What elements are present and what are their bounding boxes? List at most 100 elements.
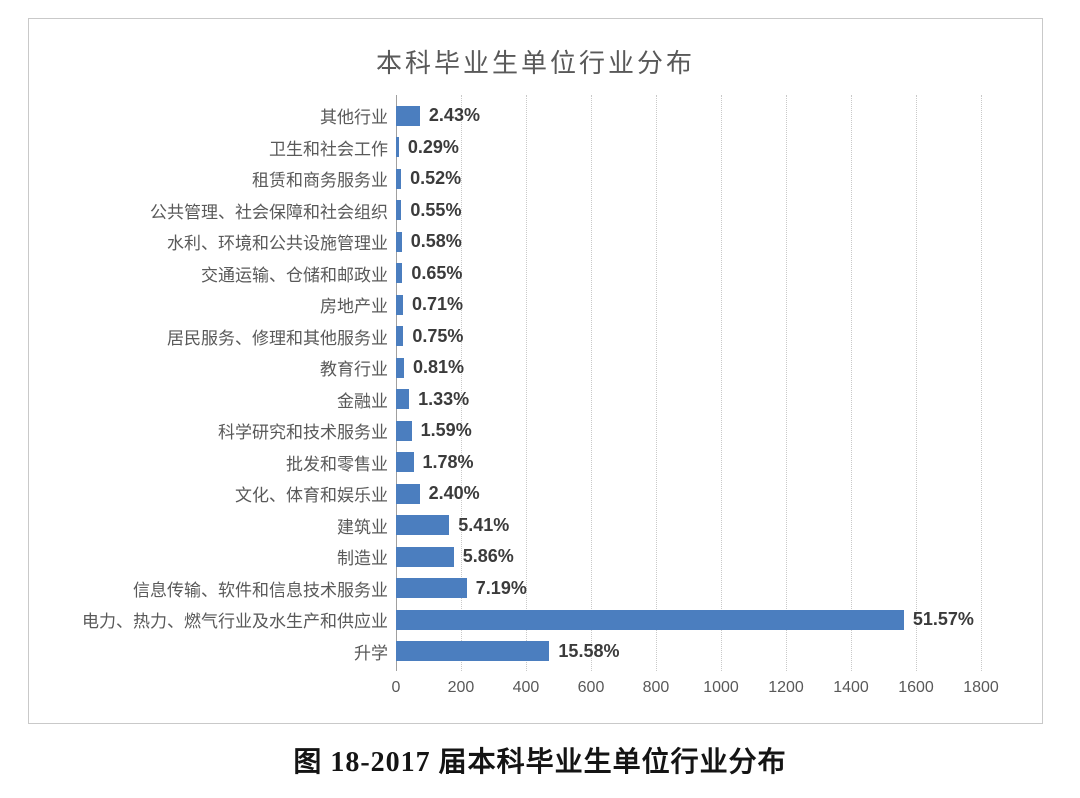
x-tick-label: 1200 bbox=[768, 679, 804, 696]
bar bbox=[396, 168, 402, 189]
bar bbox=[396, 452, 414, 473]
bar-zone: 0.55% bbox=[396, 199, 981, 221]
value-label: 5.41% bbox=[458, 514, 510, 535]
bar-zone: 0.71% bbox=[396, 294, 981, 315]
category-label: 其他行业 bbox=[320, 108, 388, 128]
value-label: 0.81% bbox=[412, 357, 465, 378]
category-label: 租赁和商务服务业 bbox=[252, 171, 388, 191]
plot-gridlines bbox=[396, 95, 982, 671]
gridline bbox=[981, 95, 982, 671]
bar-zone: 7.19% bbox=[396, 577, 981, 599]
category-label: 房地产业 bbox=[320, 297, 388, 317]
bar-row: 电力、热力、燃气行业及水生产和供应业 51.57% bbox=[35, 604, 1036, 636]
bar-zone: 1.33% bbox=[396, 388, 981, 410]
bar-row: 交通运输、仓储和邮政业 0.65% bbox=[35, 258, 1036, 290]
value-label: 1.78% bbox=[422, 451, 474, 472]
bar-row: 其他行业 2.43% bbox=[35, 100, 1036, 132]
bar-row: 金融业 1.33% bbox=[35, 384, 1036, 416]
bar-zone: 5.41% bbox=[396, 514, 981, 536]
bar-row: 水利、环境和公共设施管理业 0.58% bbox=[35, 226, 1036, 258]
bar-zone: 5.86% bbox=[396, 546, 981, 567]
figure-caption: 图 18-2017 届本科毕业生单位行业分布 bbox=[293, 747, 787, 778]
x-tick-label: 1000 bbox=[703, 679, 739, 696]
category-label: 交通运输、仓储和邮政业 bbox=[201, 265, 388, 285]
chart-title: 本科毕业生单位行业分布 bbox=[375, 48, 695, 78]
bar-row: 教育行业 0.81% bbox=[35, 352, 1036, 384]
category-label: 批发和零售业 bbox=[286, 454, 388, 474]
bar-zone: 0.29% bbox=[396, 136, 981, 158]
bar bbox=[396, 357, 404, 378]
bar-zone: 0.81% bbox=[396, 357, 981, 378]
value-label: 0.75% bbox=[412, 325, 464, 346]
value-label: 2.40% bbox=[428, 483, 480, 504]
bar-row: 升学 15.58% bbox=[35, 636, 1036, 668]
gridline bbox=[460, 95, 462, 671]
category-label: 水利、环境和公共设施管理业 bbox=[167, 234, 388, 254]
bar-zone: 0.52% bbox=[396, 168, 981, 189]
value-label: 51.57% bbox=[912, 609, 974, 630]
gridline bbox=[591, 95, 592, 671]
y-axis-line bbox=[396, 95, 397, 671]
x-tick-label: 600 bbox=[577, 679, 605, 696]
x-tick-label: 800 bbox=[642, 679, 670, 696]
category-label: 公共管理、社会保障和社会组织 bbox=[150, 202, 388, 222]
bar-row: 科学研究和技术服务业 1.59% bbox=[35, 415, 1036, 447]
bar-rows: 其他行业 2.43% 卫生和社会工作 0.29% 租赁和商务服务业 0.52% … bbox=[35, 100, 1036, 667]
bar-row: 公共管理、社会保障和社会组织 0.55% bbox=[35, 195, 1036, 227]
bar bbox=[396, 137, 399, 158]
bar bbox=[396, 294, 403, 315]
x-tick-label: 1400 bbox=[833, 679, 869, 696]
bar bbox=[396, 231, 402, 252]
gridline bbox=[786, 95, 787, 671]
value-label: 0.29% bbox=[407, 136, 459, 157]
category-label: 电力、热力、燃气行业及水生产和供应业 bbox=[82, 612, 388, 632]
category-label: 教育行业 bbox=[320, 360, 388, 380]
bar bbox=[396, 641, 550, 662]
bar bbox=[396, 326, 404, 347]
bar-row: 租赁和商务服务业 0.52% bbox=[35, 163, 1036, 195]
gridline bbox=[915, 95, 917, 671]
gridline bbox=[851, 95, 852, 671]
bar bbox=[396, 609, 904, 630]
x-tick-label: 400 bbox=[512, 679, 540, 696]
value-label: 0.55% bbox=[410, 199, 462, 220]
bar-zone: 1.59% bbox=[396, 420, 981, 441]
bar bbox=[396, 515, 450, 536]
category-label: 金融业 bbox=[337, 391, 388, 411]
bar-zone: 51.57% bbox=[396, 609, 981, 630]
bar-row: 建筑业 5.41% bbox=[35, 510, 1036, 542]
bar-row: 文化、体育和娱乐业 2.40% bbox=[35, 478, 1036, 510]
bar-row: 批发和零售业 1.78% bbox=[35, 447, 1036, 479]
bar bbox=[396, 578, 467, 599]
value-label: 2.43% bbox=[428, 105, 480, 126]
gridline bbox=[721, 95, 722, 671]
x-axis-ticks: 0 200 400 600 800 1000 1200 1400 1600 1800 bbox=[392, 679, 999, 701]
bar-row: 卫生和社会工作 0.29% bbox=[35, 132, 1036, 164]
x-tick-label: 200 bbox=[447, 679, 475, 696]
bar-zone: 2.43% bbox=[396, 105, 981, 126]
bar-zone: 0.58% bbox=[396, 231, 981, 252]
category-label: 升学 bbox=[354, 643, 388, 663]
bar-zone: 2.40% bbox=[396, 483, 981, 504]
value-label: 1.33% bbox=[418, 388, 470, 409]
bar-row: 居民服务、修理和其他服务业 0.75% bbox=[35, 321, 1036, 353]
bar-zone: 1.78% bbox=[396, 451, 981, 473]
category-label: 文化、体育和娱乐业 bbox=[235, 486, 388, 506]
bar bbox=[396, 105, 420, 126]
category-label: 建筑业 bbox=[337, 517, 388, 537]
category-label: 居民服务、修理和其他服务业 bbox=[167, 328, 388, 348]
category-label: 科学研究和技术服务业 bbox=[218, 423, 388, 443]
category-label: 信息传输、软件和信息技术服务业 bbox=[133, 580, 388, 600]
value-label: 0.71% bbox=[411, 294, 464, 315]
bar bbox=[396, 389, 410, 410]
bar bbox=[396, 483, 420, 504]
gridline bbox=[525, 95, 527, 671]
bar bbox=[396, 546, 454, 567]
x-tick-label: 1600 bbox=[898, 679, 934, 696]
bar-zone: 15.58% bbox=[396, 641, 981, 662]
chart-card: 本科毕业生单位行业分布 其他行业 2.43% 卫生和社会工作 0.29% 租赁和… bbox=[28, 18, 1043, 724]
value-label: 1.59% bbox=[420, 420, 472, 441]
value-label: 5.86% bbox=[462, 546, 514, 567]
value-label: 7.19% bbox=[475, 577, 527, 598]
x-tick-label: 1800 bbox=[963, 679, 999, 696]
